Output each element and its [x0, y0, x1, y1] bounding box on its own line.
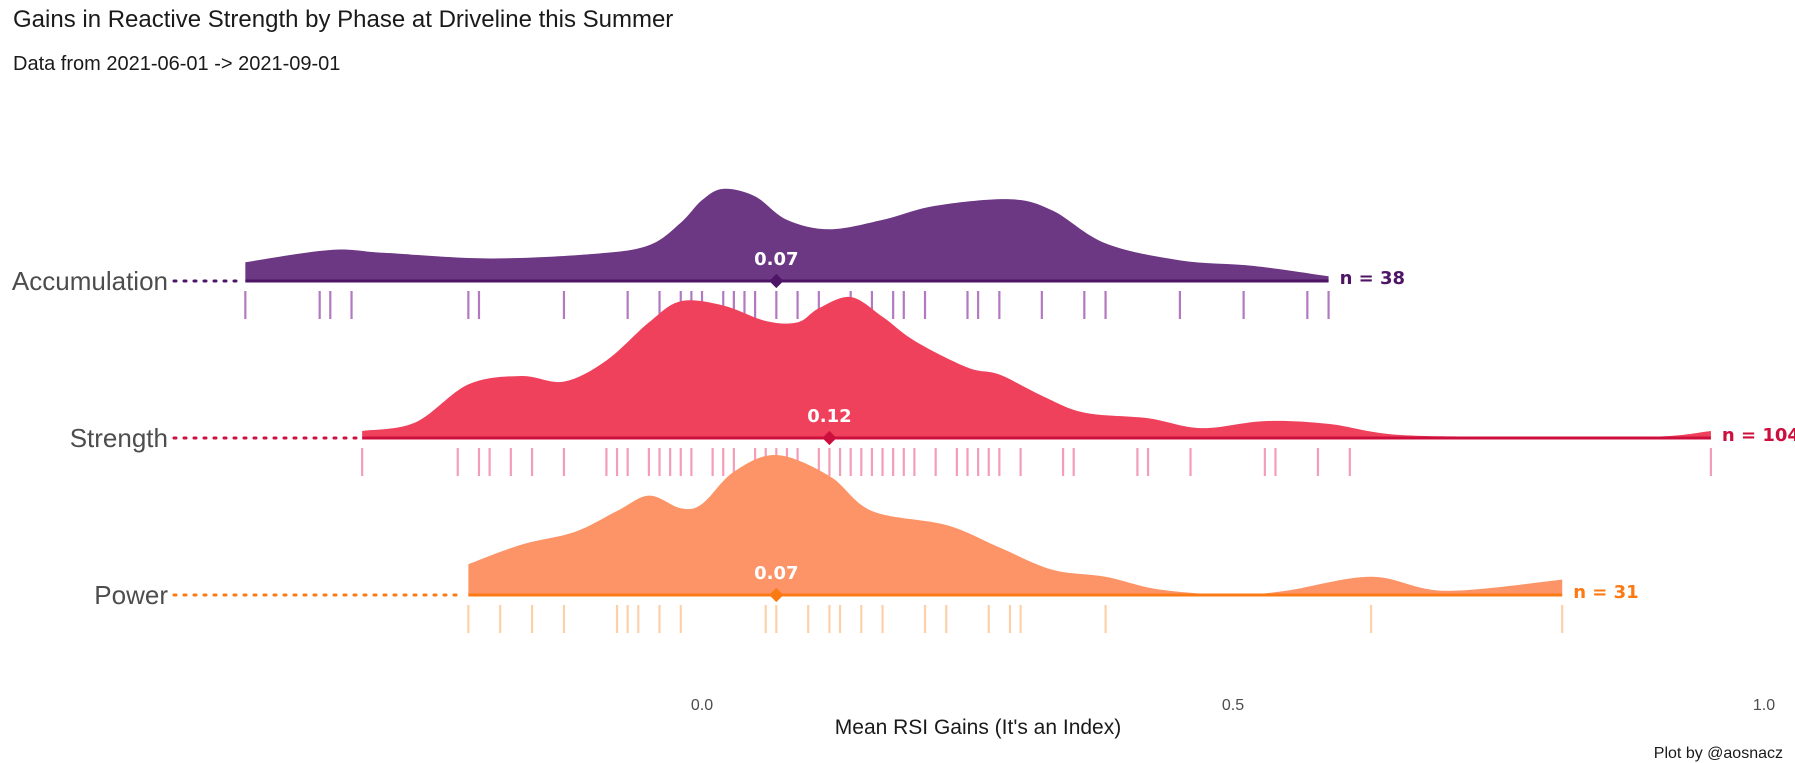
median-label-strength: 0.12: [807, 406, 851, 427]
x-axis-title: Mean RSI Gains (It's an Index): [835, 716, 1121, 739]
median-marker-strength: [822, 430, 837, 446]
median-marker-power: [769, 587, 784, 603]
n-label-strength: n = 104: [1722, 425, 1795, 446]
density-area-power: [468, 454, 1563, 595]
x-tick-label: 1.0: [1753, 697, 1775, 714]
density-area-strength: [362, 296, 1711, 438]
chart-subtitle: Data from 2021-06-01 -> 2021-09-01: [13, 53, 341, 75]
chart-caption: Plot by @aosnacz: [1653, 745, 1783, 762]
ridge-strength: Strength 0.12 n = 104: [70, 296, 1795, 476]
x-tick-label: 0.0: [691, 697, 713, 714]
ridge-power: Power 0.07 n = 31: [94, 454, 1639, 633]
phase-label-strength: Strength: [70, 423, 168, 453]
chart-title: Gains in Reactive Strength by Phase at D…: [13, 6, 674, 33]
median-label-accumulation: 0.07: [754, 249, 798, 270]
density-area-accumulation: [245, 188, 1329, 281]
n-label-accumulation: n = 38: [1340, 268, 1405, 289]
median-label-power: 0.07: [754, 563, 798, 584]
phase-label-accumulation: Accumulation: [12, 266, 168, 296]
x-tick-label: 0.5: [1222, 697, 1244, 714]
n-label-power: n = 31: [1573, 582, 1638, 603]
phase-label-power: Power: [94, 580, 168, 610]
ridge-accumulation: Accumulation 0.07 n = 38: [12, 188, 1405, 319]
median-marker-accumulation: [769, 273, 784, 289]
